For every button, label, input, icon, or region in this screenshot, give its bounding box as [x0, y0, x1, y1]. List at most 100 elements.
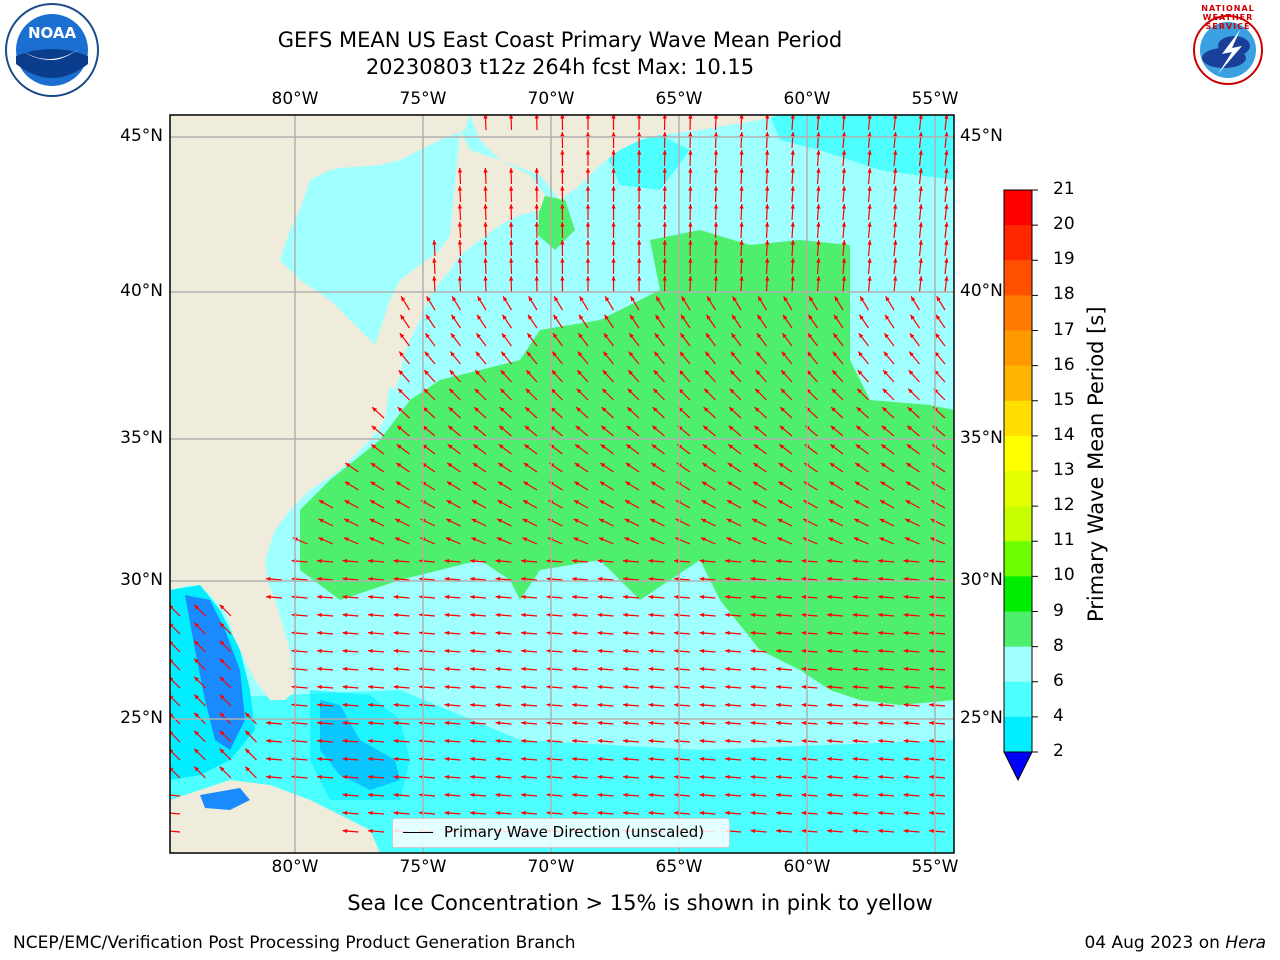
wave-direction-arrowhead	[907, 425, 913, 431]
wave-direction-arrowhead	[662, 150, 667, 155]
wave-direction-arrowhead	[194, 676, 199, 682]
wave-direction-arrowhead	[732, 296, 737, 302]
wave-direction-arrowhead	[444, 702, 450, 708]
wave-direction-arrowhead	[678, 388, 684, 394]
colorbar-tick-label: 10	[1053, 565, 1075, 586]
wave-direction-arrowhead	[854, 518, 860, 523]
wave-direction-arrowhead	[857, 370, 863, 375]
wave-direction-arrowhead	[344, 518, 350, 523]
wave-direction-arrowhead	[725, 684, 730, 690]
wave-direction-arrowhead	[495, 738, 501, 744]
wave-direction-arrowhead	[194, 748, 199, 754]
wave-direction-arrowhead	[704, 388, 709, 394]
wave-direction-arrowhead	[662, 186, 667, 191]
wave-direction-arrowhead	[245, 748, 250, 754]
wave-direction-arrowhead	[508, 115, 514, 119]
wave-direction-arrowhead	[674, 810, 679, 816]
wave-direction-arrowhead	[219, 640, 225, 646]
map-frame	[169, 114, 955, 854]
longitude-label: 65°W	[655, 89, 703, 109]
wave-direction-arrowhead	[546, 738, 552, 744]
wave-direction-arrowhead	[623, 684, 628, 690]
wave-direction-arrowhead	[713, 240, 719, 245]
longitude-label: 55°W	[911, 89, 959, 109]
wave-direction-arrowhead	[400, 314, 405, 320]
wave-direction-arrowhead	[432, 276, 437, 281]
wave-direction-arrowhead	[575, 444, 581, 449]
wave-direction-arrowhead	[831, 407, 836, 412]
wave-direction-arrowhead	[629, 333, 634, 339]
wave-direction-arrowhead	[597, 774, 603, 780]
wave-direction-arrowhead	[342, 792, 348, 798]
wave-direction-arrowhead	[830, 444, 836, 449]
wave-direction-arrowhead	[552, 351, 557, 357]
wave-direction-arrowhead	[867, 276, 872, 281]
wave-direction-arrow	[170, 794, 181, 797]
wave-direction-arrowhead	[368, 720, 373, 726]
wave-direction-arrowhead	[750, 684, 756, 690]
map-gridlines	[170, 115, 954, 853]
wave-direction-arrowhead	[483, 186, 488, 191]
wave-direction-arrowhead	[801, 576, 807, 582]
wave-direction-arrowhead	[432, 240, 437, 245]
wave-direction-arrowhead	[546, 648, 552, 654]
wave-direction-arrowhead	[470, 648, 475, 654]
wave-direction-arrowhead	[776, 720, 781, 726]
wave-direction-arrowhead	[885, 296, 890, 302]
wave-direction-arrowhead	[806, 370, 812, 375]
colorbar-segment	[1004, 716, 1032, 753]
wave-direction-arrowhead	[368, 702, 373, 708]
wave-direction-arrowhead	[623, 666, 628, 672]
wave-direction-arrowhead	[739, 150, 744, 155]
wave-direction-arrowhead	[688, 204, 693, 209]
wave-direction-arrows	[170, 115, 949, 834]
wave-direction-arrowhead	[623, 612, 628, 618]
wave-direction-arrowhead	[779, 444, 785, 449]
wave-direction-arrowhead	[764, 276, 770, 281]
chart-title-line2: 20230803 t12z 264h fcst Max: 10.15	[365, 55, 755, 79]
sea-ice-note: Sea Ice Concentration > 15% is shown in …	[347, 891, 933, 915]
wave-direction-arrowhead	[929, 558, 934, 564]
wave-direction-arrowhead	[534, 186, 539, 191]
wave-direction-arrowhead	[944, 222, 949, 227]
wave-direction-arrowhead	[688, 222, 693, 227]
wave-direction-arrowhead	[495, 684, 501, 690]
wave-direction-arrowhead	[574, 481, 580, 486]
wave-direction-arrowhead	[801, 738, 807, 744]
wave-direction-arrowhead	[648, 666, 654, 672]
wave-direction-arrowhead	[908, 370, 914, 375]
wave-direction-arrowhead	[707, 296, 712, 302]
wave-direction-arrowhead	[572, 630, 577, 636]
wave-direction-arrowhead	[778, 481, 784, 486]
wave-direction-arrowhead	[560, 186, 565, 191]
wave-direction-arrowhead	[703, 407, 709, 412]
wave-direction-arrowhead	[636, 240, 642, 245]
wave-direction-arrowhead	[219, 766, 225, 772]
wave-direction-arrowhead	[699, 576, 705, 582]
wave-direction-arrowhead	[472, 481, 478, 486]
wave-direction-arrowhead	[754, 407, 760, 412]
wave-direction-arrowhead	[521, 594, 526, 600]
wave-direction-arrowhead	[318, 500, 324, 505]
wave-direction-arrowhead	[471, 537, 477, 542]
wave-direction-arrowhead	[929, 774, 934, 780]
wave-direction-arrowhead	[574, 463, 580, 468]
wave-direction-arrowhead	[368, 774, 373, 780]
wave-direction-arrowhead	[674, 576, 679, 582]
wave-direction-arrowhead	[475, 370, 480, 375]
wave-direction-arrowhead	[508, 240, 514, 245]
wave-direction-arrowhead	[790, 132, 795, 137]
wave-direction-arrowhead	[368, 684, 373, 690]
legend-label: Primary Wave Direction (unscaled)	[444, 823, 705, 841]
wave-direction-arrowhead	[852, 558, 858, 564]
wave-direction-arrowhead	[878, 738, 883, 744]
wave-direction-arrowhead	[852, 630, 858, 636]
longitude-label: 70°W	[527, 857, 575, 877]
wave-direction-arrowhead	[401, 296, 406, 302]
wave-direction-arrowhead	[508, 186, 514, 191]
wave-direction-arrowhead	[782, 333, 787, 339]
wave-direction-arrowhead	[521, 720, 526, 726]
wave-direction-arrowhead	[483, 258, 488, 263]
wave-direction-arrowhead	[546, 792, 552, 798]
wave-direction-arrowhead	[524, 425, 530, 431]
